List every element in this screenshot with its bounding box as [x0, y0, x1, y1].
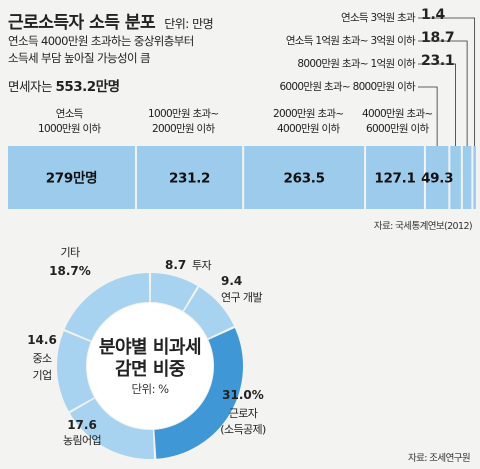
- donut-slice-2: [183, 287, 234, 339]
- label-seg-5: 6000만원 초과~ 8000만원 이하: [279, 81, 415, 93]
- bar-segment-6: [450, 146, 461, 209]
- bar-segment-4: [366, 146, 424, 209]
- bar-segment-8: [473, 146, 476, 209]
- donut-slice-1: [150, 273, 198, 311]
- donut-title-line1: 분야별 비과세: [99, 337, 201, 358]
- chart-unit: 단위: 만명: [164, 17, 214, 31]
- leader-line-6: [418, 63, 456, 146]
- donut-value-3: 31.0%: [222, 388, 264, 402]
- donut-slice-6: [64, 273, 150, 341]
- donut-value-2: 9.4: [221, 274, 242, 288]
- label-seg-7: 연소득 1억원 초과~ 3억원 이하: [285, 35, 416, 47]
- donut-value-1: 8.7: [165, 258, 186, 272]
- value-seg-8: 1.4: [421, 7, 445, 23]
- label-seg-3: 2000만원 초과~ 4000만원 이하: [273, 108, 344, 135]
- donut-slice-4: [69, 398, 155, 459]
- label-seg-1: 연소득 1000만원 이하: [38, 108, 101, 135]
- donut-label-1: 투자: [192, 259, 212, 272]
- donut-label-3a: 근로자: [229, 407, 258, 420]
- chart-subtitle-1: 연소득 4000만원 초과하는 중상위층부터: [8, 34, 194, 48]
- bar-value-3: 263.5: [284, 171, 325, 187]
- bar-value-5: 49.3: [421, 171, 453, 187]
- bar-segment-2: [136, 146, 243, 209]
- donut-hole: [87, 303, 213, 429]
- chart-title: 근로소득자 소득 분포: [8, 13, 156, 33]
- leader-line-7: [418, 40, 468, 146]
- label-seg-6: 8000만원 초과~ 1억원 이하: [297, 58, 415, 70]
- exempt-value: 553.2만명: [55, 79, 121, 95]
- value-seg-7: 18.7: [421, 30, 455, 46]
- bar-source: 자료: 국세통계연보(2012): [373, 221, 473, 232]
- donut-slice-5: [56, 331, 95, 412]
- label-seg-4: 4000만원 초과~ 6000만원 이하: [362, 108, 433, 135]
- bar-segment-3: [244, 146, 365, 209]
- stacked-bar: 279만명 231.2 263.5 127.1 49.3: [8, 146, 476, 209]
- donut-title-line2: 감면 비중: [115, 359, 185, 380]
- donut-label-5a: 중소: [32, 352, 52, 365]
- value-seg-6: 23.1: [421, 53, 455, 69]
- bar-value-2: 231.2: [169, 171, 210, 187]
- donut-center: 분야별 비과세 감면 비중 단위: %: [99, 337, 202, 396]
- leader-line-8: [418, 17, 476, 146]
- donut-slice-3: [154, 327, 243, 459]
- donut-labels: 8.7 투자 9.4 연구 개발 31.0% 근로자 (소득공제) 17.6 농림어업 14.6 중…: [27, 246, 266, 447]
- leader-lines: [418, 17, 476, 146]
- donut-value-5: 14.6: [27, 333, 57, 347]
- donut-label-5b: 기업: [32, 369, 51, 382]
- donut-label-4: 농림어업: [63, 434, 101, 447]
- bar-value-1: 279만명: [46, 170, 98, 187]
- donut-label-2: 연구 개발: [221, 291, 262, 304]
- exempt-label: 면세자는: [8, 79, 53, 94]
- donut-value-4: 17.6: [67, 418, 97, 432]
- donut-label-6: 기타: [60, 246, 80, 259]
- exempt-note: 면세자는 553.2만명: [8, 75, 120, 95]
- label-seg-2: 1000만원 초과~ 2000만원 이하: [148, 108, 219, 135]
- donut-chart: [56, 273, 243, 459]
- bar-segment-7: [462, 146, 472, 209]
- donut-source: 자료: 조세연구원: [407, 453, 471, 464]
- chart-title-block: 근로소득자 소득 분포 단위: 만명: [8, 8, 214, 33]
- bar-segment-1: [8, 146, 135, 209]
- donut-value-6: 18.7%: [49, 264, 91, 278]
- leader-line-5: [418, 86, 438, 146]
- bar-value-4: 127.1: [374, 171, 415, 187]
- label-seg-8: 연소득 3억원 초과: [341, 12, 416, 24]
- donut-unit: 단위: %: [131, 382, 169, 396]
- chart-subtitle-2: 소득세 부담 높아질 가능성이 큼: [8, 51, 151, 65]
- bar-segment-5: [425, 146, 449, 209]
- donut-label-3b: (소득공제): [220, 423, 266, 436]
